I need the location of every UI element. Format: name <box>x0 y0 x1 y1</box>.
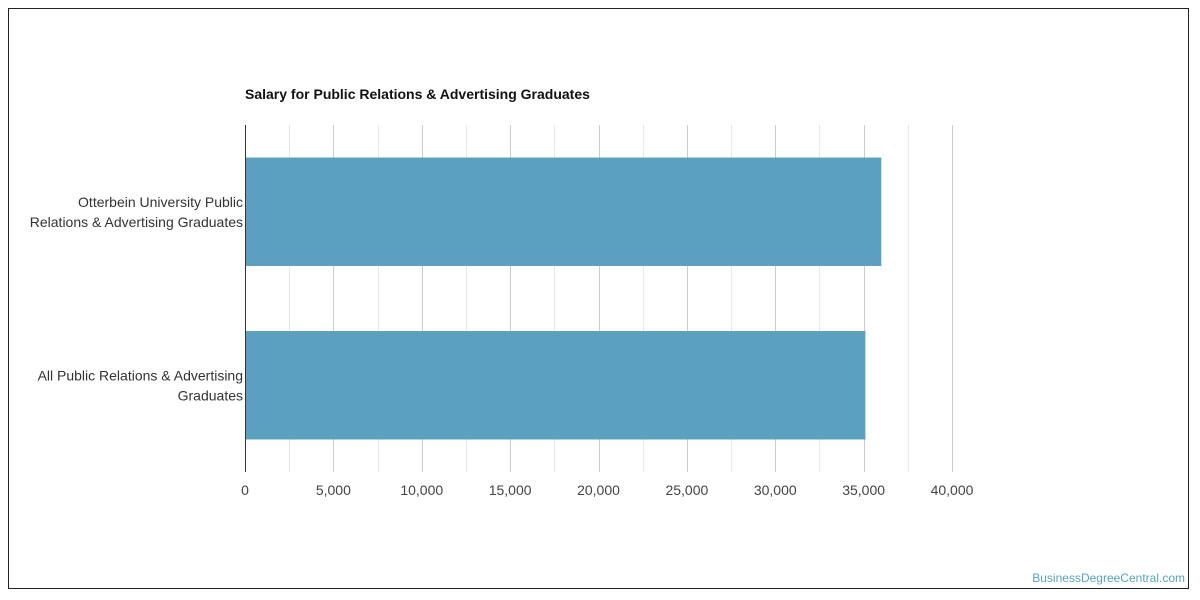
category-label: Otterbein University Public Relations & A… <box>30 194 243 230</box>
x-tick-label: 15,000 <box>489 482 532 498</box>
x-tick-label: 40,000 <box>931 482 974 498</box>
bar-layer <box>245 157 882 440</box>
x-tick-label: 20,000 <box>577 482 620 498</box>
x-tick-label: 5,000 <box>316 482 351 498</box>
x-tick-label: 0 <box>241 482 249 498</box>
chart-title: Salary for Public Relations & Advertisin… <box>245 86 590 102</box>
x-tick-label: 35,000 <box>842 482 885 498</box>
bar <box>245 331 866 440</box>
category-label-line: All Public Relations & Advertising <box>38 367 243 383</box>
x-tick-label-layer: 0 5,000 10,000 15,000 20,000 25,000 30,000 35,0… <box>241 482 974 498</box>
category-label: All Public Relations & Advertising Gradua… <box>38 367 243 403</box>
x-tick-label: 30,000 <box>754 482 797 498</box>
watermark-link[interactable]: BusinessDegreeCentral.com <box>1032 571 1185 585</box>
category-label-line: Graduates <box>178 387 243 403</box>
x-tick-label: 10,000 <box>400 482 443 498</box>
category-label-line: Relations & Advertising Graduates <box>30 214 243 230</box>
category-label-line: Otterbein University Public <box>78 194 243 210</box>
chart-frame <box>8 8 1189 589</box>
bar <box>245 157 882 266</box>
category-label-layer: Otterbein University Public Relations & A… <box>30 194 243 404</box>
x-tick-label: 25,000 <box>665 482 708 498</box>
